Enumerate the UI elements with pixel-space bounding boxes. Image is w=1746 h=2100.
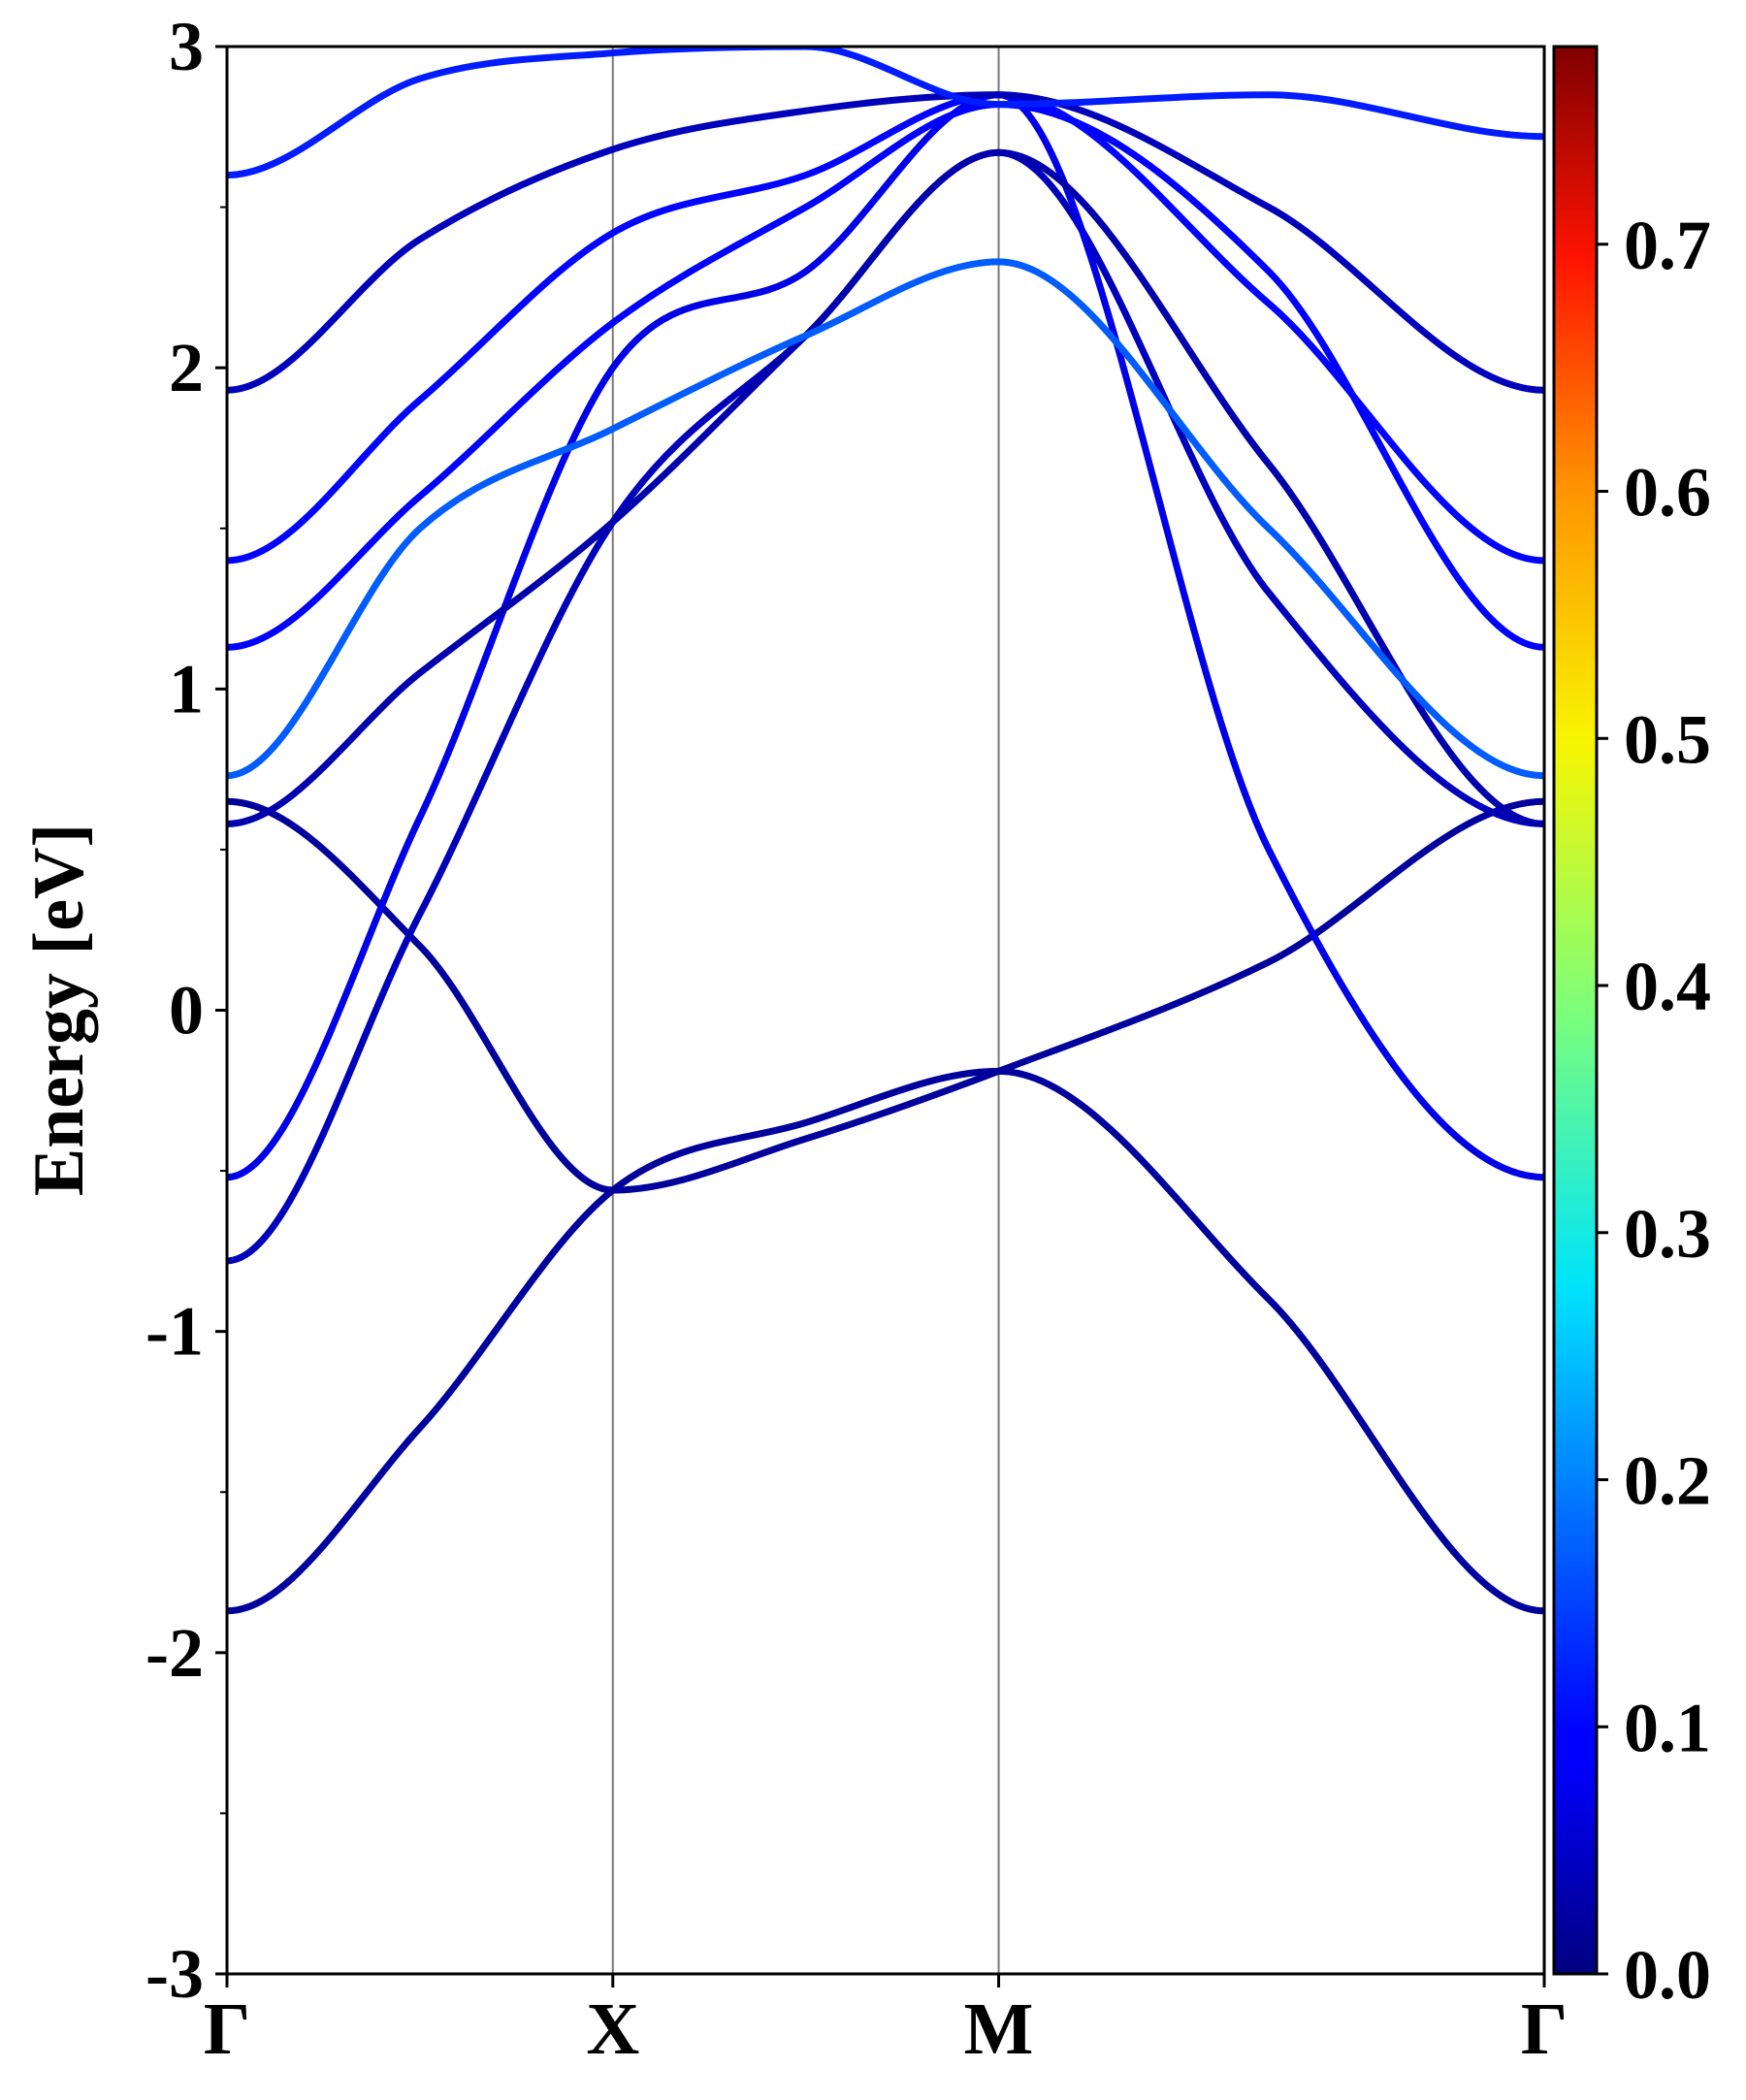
- band-line-7: [227, 101, 1544, 651]
- colorbar-ticks: 0.0 0.1 0.2 0.3 0.4 0.5 0.6 0.7: [1597, 207, 1711, 2014]
- x-tick-label: M: [964, 1988, 1034, 2070]
- x-tick-label: Γ: [1521, 1988, 1568, 2070]
- y-tick-label: 2: [169, 329, 204, 406]
- band-line-4: [227, 91, 1544, 1181]
- y-axis-ticks: -3 -2 -1 0 1 2 3: [146, 8, 227, 2013]
- x-tick-label: X: [586, 1988, 639, 2070]
- band-line-5: [227, 148, 1544, 827]
- x-tick-label: Γ: [204, 1988, 250, 2070]
- colorbar-tick-label: 0.7: [1624, 207, 1711, 284]
- colorbar-tick-label: 0.4: [1624, 948, 1711, 1025]
- colorbar-tick-label: 0.3: [1624, 1195, 1711, 1273]
- y-tick-label: 3: [169, 8, 204, 85]
- colorbar-tick-label: 0.6: [1624, 454, 1711, 532]
- y-axis-label: Energy [eV]: [19, 824, 99, 1196]
- colorbar-tick-label: 0.5: [1624, 700, 1711, 778]
- band-line-9: [227, 91, 1544, 394]
- band-line-2: [227, 797, 1544, 1194]
- colorbar: [1552, 45, 1599, 1976]
- colorbar-tick-label: 0.0: [1624, 1936, 1711, 2014]
- plot-frame: [225, 45, 1546, 1976]
- y-tick-label: -3: [146, 1935, 204, 2013]
- colorbar-tick-label: 0.1: [1624, 1689, 1711, 1766]
- band-line-1: [227, 1067, 1544, 1615]
- y-tick-label: -1: [146, 1293, 204, 1371]
- band-line-6: [227, 258, 1544, 780]
- band-lines: [227, 47, 1544, 1615]
- band-line-8: [227, 91, 1544, 565]
- y-tick-label: 1: [169, 650, 204, 727]
- y-tick-label: -2: [146, 1614, 204, 1692]
- y-tick-label: 0: [169, 972, 204, 1050]
- colorbar-tick-label: 0.2: [1624, 1442, 1711, 1520]
